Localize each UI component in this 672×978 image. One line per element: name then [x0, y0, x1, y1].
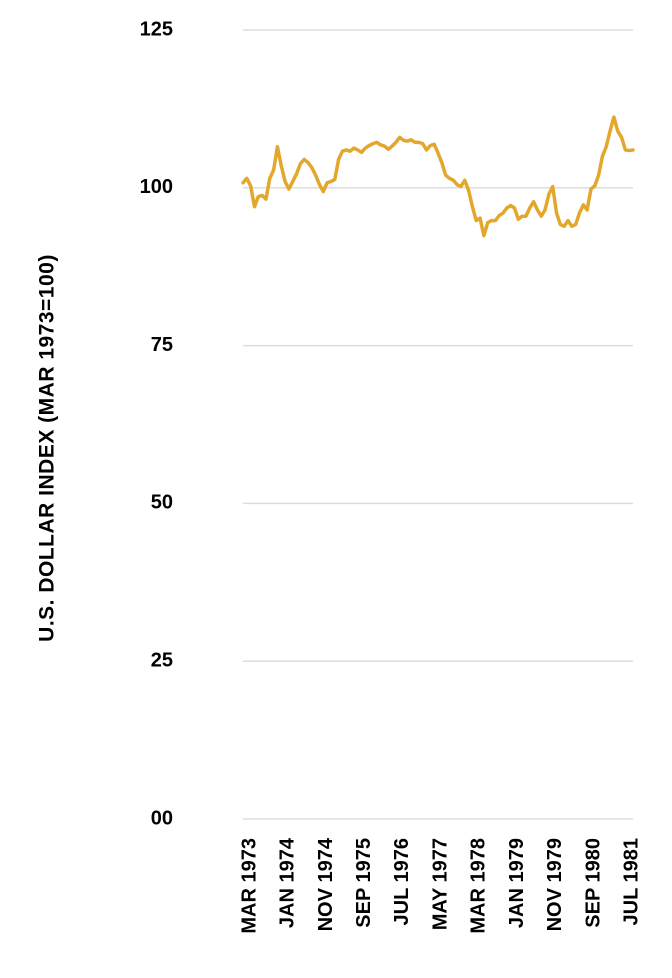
- y-tick-label: 00: [151, 807, 173, 829]
- x-tick-label: MAR 1973: [238, 838, 260, 934]
- y-tick-label: 75: [151, 334, 173, 356]
- y-axis-title: U.S. DOLLAR INDEX (MAR 1973=100): [36, 254, 59, 642]
- x-tick-label: SEP 1980: [582, 838, 604, 928]
- x-tick-label: MAR 1978: [468, 838, 490, 934]
- y-tick-label: 25: [151, 649, 173, 671]
- grid-lines: [243, 29, 633, 820]
- y-axis-ticks: 125 100 75 50 25 00: [140, 18, 173, 829]
- x-tick-label: JAN 1974: [277, 837, 299, 928]
- x-tick-label: MAY 1977: [429, 838, 451, 930]
- y-tick-label: 125: [140, 18, 173, 40]
- x-tick-label: NOV 1974: [315, 837, 337, 931]
- x-axis-ticks: MAR 1973 JAN 1974 NOV 1974 SEP 1975 JUL 1976…: [238, 837, 642, 933]
- x-tick-label: JUL 1981: [621, 838, 643, 925]
- x-tick-label: SEP 1975: [353, 838, 375, 928]
- series-group: [241, 115, 635, 238]
- x-tick-label: JUL 1976: [391, 838, 413, 925]
- x-tick-label: NOV 1979: [544, 838, 566, 931]
- y-tick-label: 50: [151, 492, 173, 514]
- x-tick-label: JAN 1979: [506, 838, 528, 928]
- series-line-0: [241, 115, 635, 238]
- y-tick-label: 100: [140, 176, 173, 198]
